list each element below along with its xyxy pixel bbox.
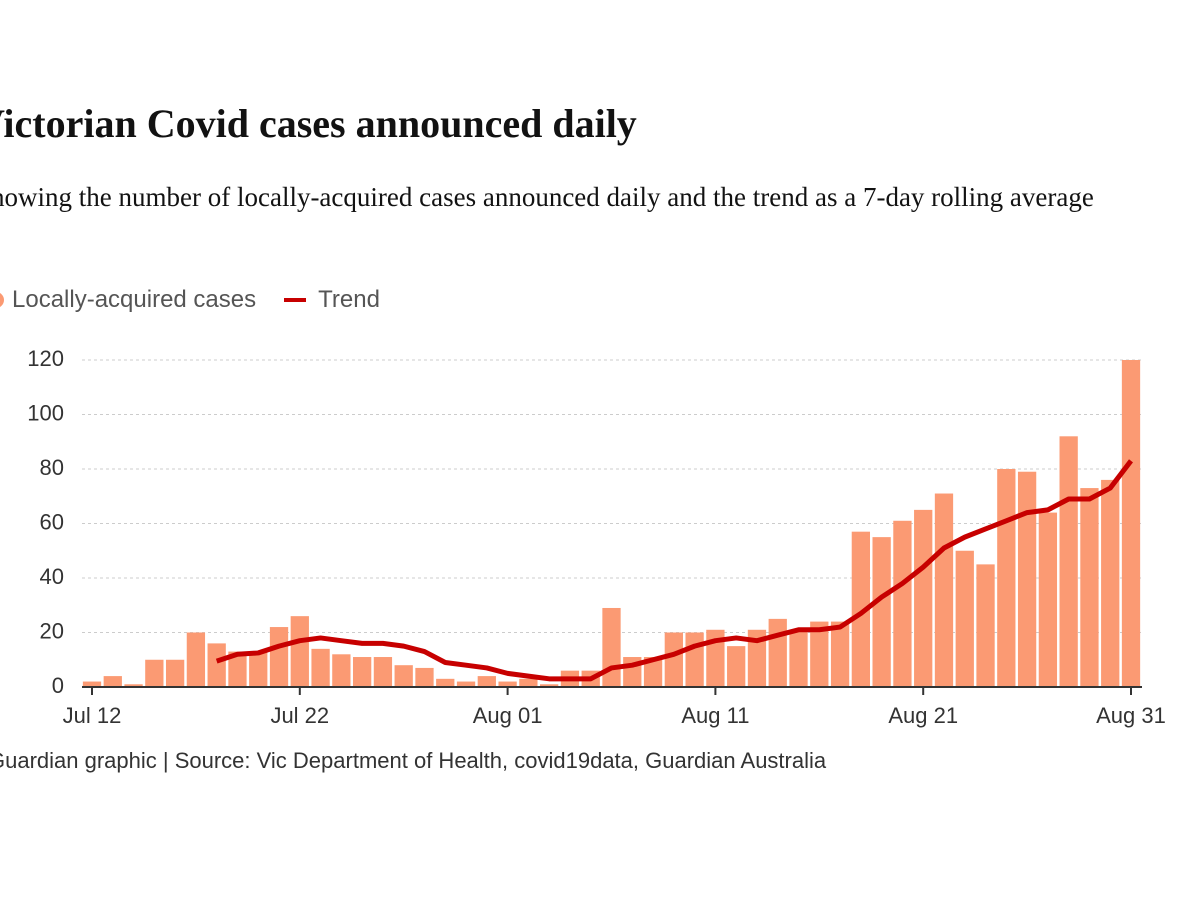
y-tick-label: 100 (27, 400, 64, 425)
bar (830, 621, 850, 687)
bar (124, 684, 143, 687)
chart-title: Victorian Covid cases announced daily (0, 101, 637, 146)
x-tick-label: Aug 01 (473, 703, 543, 728)
legend-swatch (0, 292, 4, 308)
bar (1038, 512, 1058, 687)
bar (373, 657, 393, 687)
legend-label: Trend (318, 286, 380, 313)
bar (1101, 479, 1120, 687)
bar (540, 684, 559, 687)
source-note: Guardian graphic | Source: Vic Departmen… (0, 748, 827, 773)
bar (1080, 488, 1099, 687)
bar (1059, 436, 1078, 687)
bar (477, 676, 496, 687)
bar (145, 659, 164, 687)
bar (747, 629, 767, 687)
x-tick-label: Aug 31 (1096, 703, 1166, 728)
bar (685, 632, 704, 687)
y-tick-label: 40 (40, 564, 64, 589)
bar (955, 550, 974, 687)
trend-line (215, 459, 1133, 682)
bar (165, 659, 185, 687)
bar (436, 678, 455, 687)
bar (352, 657, 372, 687)
bar (789, 629, 808, 687)
bar (228, 651, 247, 687)
bar (768, 618, 787, 687)
bar (394, 665, 413, 687)
x-tick-label: Aug 11 (681, 703, 749, 728)
bar (498, 681, 517, 687)
bar (976, 564, 995, 687)
bar (1121, 360, 1141, 687)
legend-label: Locally-acquired cases (12, 286, 257, 313)
bar (914, 509, 933, 687)
y-tick-label: 60 (40, 509, 64, 534)
y-tick-label: 20 (40, 618, 64, 643)
y-tick-label: 120 (27, 346, 64, 371)
bar (934, 493, 954, 687)
bar (872, 537, 891, 687)
bar (810, 621, 829, 687)
x-tick-label: Jul 12 (63, 703, 122, 728)
bar (893, 520, 912, 687)
bar (269, 627, 289, 687)
bar (82, 681, 102, 687)
y-tick-label: 80 (40, 455, 64, 480)
bar (1017, 471, 1037, 687)
bar (602, 607, 621, 687)
x-tick-label: Aug 21 (888, 703, 958, 728)
bar (249, 651, 268, 687)
bar (290, 616, 309, 687)
bar (519, 678, 538, 687)
bar (332, 654, 351, 687)
bar (851, 531, 871, 687)
bar (311, 648, 330, 687)
bar (727, 646, 746, 687)
y-tick-label: 0 (52, 673, 64, 698)
bar (415, 667, 434, 687)
legend: Locally-acquired cases Trend (0, 286, 380, 314)
bar (207, 643, 226, 687)
x-tick-label: Jul 22 (270, 703, 329, 728)
bar (997, 469, 1016, 687)
bar (186, 632, 206, 687)
bar (103, 676, 122, 687)
bar (456, 681, 476, 687)
legend-swatch (284, 298, 307, 302)
bar (664, 632, 683, 687)
bar (643, 657, 663, 687)
chart-subtitle: Showing the number of locally-acquired c… (0, 182, 1094, 212)
